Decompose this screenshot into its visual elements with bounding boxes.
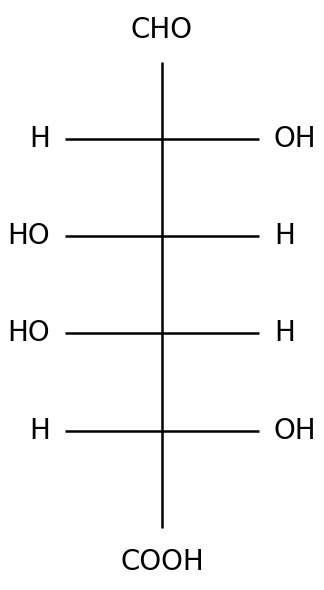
Text: H: H xyxy=(274,222,295,250)
Text: OH: OH xyxy=(274,124,317,153)
Text: CHO: CHO xyxy=(131,17,193,44)
Text: H: H xyxy=(29,124,50,153)
Text: H: H xyxy=(29,417,50,445)
Text: HO: HO xyxy=(7,222,50,250)
Text: H: H xyxy=(274,319,295,348)
Text: COOH: COOH xyxy=(120,548,204,575)
Text: HO: HO xyxy=(7,319,50,348)
Text: OH: OH xyxy=(274,417,317,445)
